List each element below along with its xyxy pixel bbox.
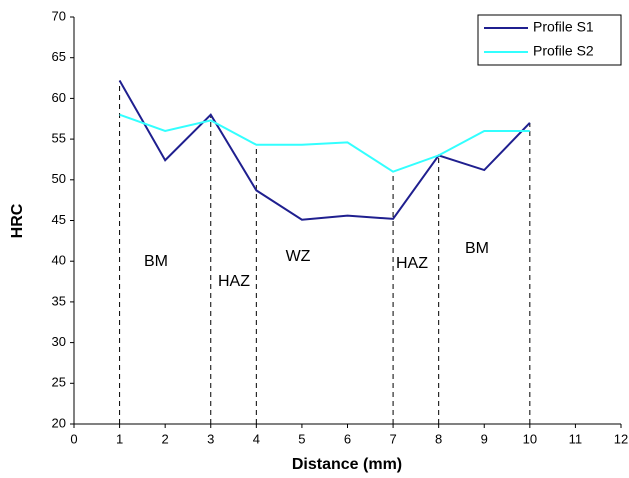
legend-box — [477, 14, 622, 66]
y-tick-label: 50 — [52, 171, 66, 186]
x-tick-label: 12 — [614, 431, 628, 446]
annotation: BM — [144, 253, 168, 270]
y-tick-label: 30 — [52, 334, 66, 349]
annotation: BM — [465, 240, 489, 257]
annotation: HAZ — [218, 273, 250, 290]
legend-label: Profile S1 — [533, 19, 594, 35]
annotation: HAZ — [396, 255, 428, 272]
y-tick-label: 25 — [52, 375, 66, 390]
y-tick-label: 60 — [52, 90, 66, 105]
y-axis-label: HRC — [9, 203, 26, 238]
x-tick-label: 11 — [569, 431, 583, 446]
x-tick-label: 7 — [389, 431, 396, 446]
x-tick-label: 10 — [523, 431, 537, 446]
legend-label: Profile S2 — [533, 43, 594, 59]
x-tick-label: 2 — [162, 431, 169, 446]
x-tick-label: 0 — [70, 431, 77, 446]
y-tick-label: 55 — [52, 131, 66, 146]
x-axis-label: Distance (mm) — [292, 456, 402, 473]
series-line — [119, 113, 530, 173]
y-tick-label: 20 — [52, 415, 66, 430]
x-tick-label: 6 — [344, 431, 351, 446]
x-tick-label: 9 — [481, 431, 488, 446]
annotation: WZ — [286, 248, 311, 265]
x-tick-label: 8 — [435, 431, 442, 446]
x-tick-label: 5 — [298, 431, 305, 446]
y-tick-label: 70 — [52, 8, 66, 23]
x-tick-label: 3 — [207, 431, 214, 446]
y-tick-label: 65 — [52, 49, 66, 64]
y-tick-label: 35 — [52, 293, 66, 308]
y-tick-label: 45 — [52, 212, 66, 227]
series-line — [118, 79, 531, 221]
x-tick-label: 4 — [253, 431, 260, 446]
y-tick-label: 40 — [52, 253, 66, 268]
x-tick-label: 1 — [116, 431, 123, 446]
